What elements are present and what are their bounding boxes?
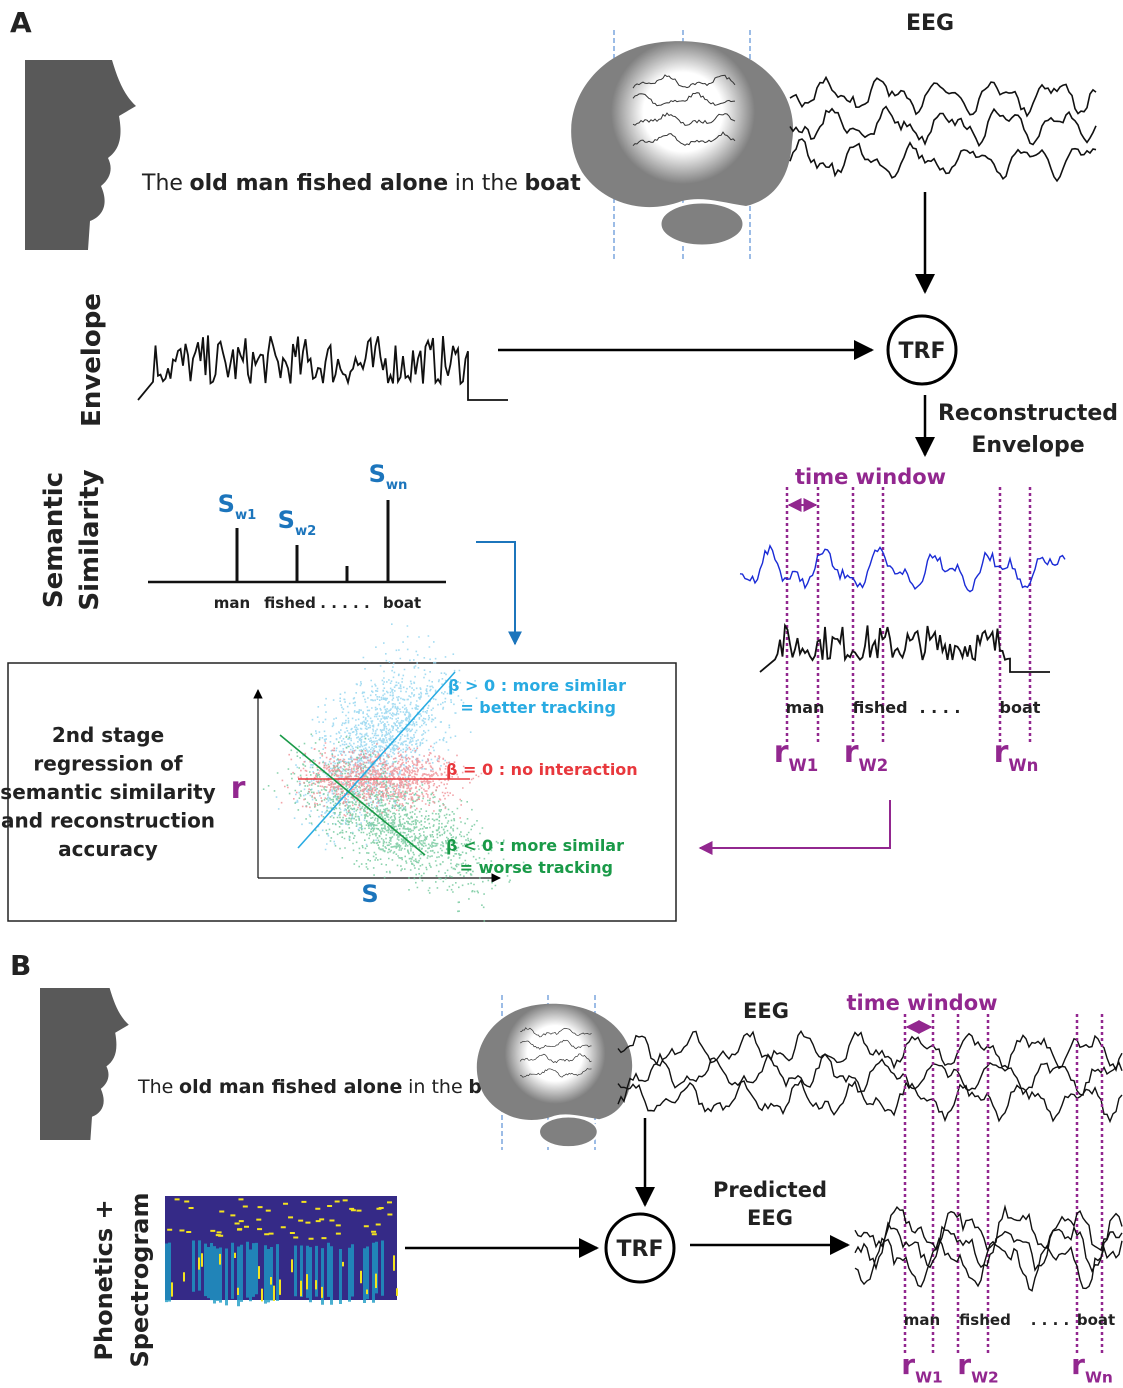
- speaker-face: [25, 60, 136, 250]
- symbol: r: [957, 1348, 971, 1381]
- subscript-label: rW1: [901, 1348, 943, 1386]
- subscript: W1: [789, 756, 819, 775]
- label: Envelope: [77, 293, 107, 427]
- label: Semantic: [39, 472, 69, 608]
- eeg-trace: [618, 1054, 1122, 1095]
- label: . . . .: [919, 698, 960, 717]
- label: 2nd stage: [52, 723, 164, 747]
- label: Envelope: [971, 433, 1084, 458]
- subscript: W2: [859, 756, 889, 775]
- predicted-trace: [855, 1239, 1122, 1291]
- sentence-part: The: [137, 1076, 173, 1098]
- eeg-trace: [618, 1031, 1122, 1070]
- subscript: wn: [386, 478, 408, 493]
- subscript-label: Swn: [369, 460, 408, 493]
- subscript-label: rW2: [957, 1348, 999, 1386]
- label: man: [786, 698, 825, 717]
- sentence-part: in the: [408, 1076, 463, 1098]
- label: fished: [959, 1311, 1011, 1329]
- label: . . . .: [1031, 1311, 1069, 1329]
- label: accuracy: [58, 837, 158, 861]
- cerebellum: [660, 202, 744, 246]
- label: and reconstruction: [1, 809, 215, 833]
- eeg-trace: [790, 107, 1096, 146]
- label: boat: [383, 594, 421, 612]
- label: boat: [1077, 1311, 1115, 1329]
- label: EEG: [747, 1206, 793, 1230]
- symbol: r: [994, 735, 1009, 770]
- symbol: r: [901, 1348, 915, 1381]
- sentence-part: in the: [455, 171, 518, 196]
- label: Reconstructed: [938, 401, 1118, 426]
- sentence-part: old man fished alone: [190, 171, 449, 196]
- label: regression of: [33, 752, 183, 776]
- subscript: Wn: [1085, 1368, 1113, 1386]
- annotation: = worse tracking: [460, 858, 613, 877]
- annotation: = better tracking: [460, 698, 616, 717]
- subscript-label: rW1: [774, 735, 818, 775]
- label: Predicted: [713, 1178, 827, 1202]
- label: Spectrogram: [126, 1193, 154, 1368]
- subscript: w2: [295, 524, 316, 539]
- glow: [611, 40, 755, 184]
- label: TRF: [617, 1237, 664, 1262]
- label: A: [10, 6, 32, 39]
- cerebellum: [539, 1116, 598, 1147]
- bracket-arrow: [476, 542, 515, 644]
- label: man: [214, 594, 250, 612]
- subscript-label: Sw1: [218, 490, 257, 523]
- annotation: β > 0 : more similar: [448, 676, 626, 695]
- subscript-label: rWn: [1071, 1348, 1113, 1386]
- label: B: [10, 949, 31, 982]
- envelope-trace: [760, 626, 1050, 673]
- subscript: W2: [971, 1368, 999, 1386]
- symbol: S: [369, 460, 386, 488]
- label: fished: [264, 594, 316, 612]
- figure: ATheold man fished alonein theboatEEGTRF…: [0, 0, 1123, 1388]
- label: EEG: [906, 11, 954, 36]
- reconstructed-trace: [740, 546, 1065, 592]
- envelope-trace: [138, 335, 508, 400]
- brain: [571, 40, 793, 246]
- label: fished: [852, 698, 907, 717]
- label: EEG: [743, 999, 789, 1023]
- scatter-cloud: [276, 623, 478, 850]
- subscript-label: rW2: [844, 735, 888, 775]
- subscript-label: rWn: [994, 735, 1039, 775]
- label: man: [904, 1311, 940, 1329]
- annotation: β = 0 : no interaction: [446, 760, 638, 779]
- subscript-label: Sw2: [278, 506, 317, 539]
- symbol: S: [218, 490, 235, 518]
- label: boat: [1000, 698, 1041, 717]
- label: Phonetics +: [90, 1199, 118, 1360]
- bracket-arrow: [700, 800, 890, 848]
- subscript: W1: [915, 1368, 943, 1386]
- label: . . . . .: [320, 594, 369, 612]
- label: S: [361, 880, 378, 908]
- speaker-face: [40, 988, 129, 1140]
- sentence-part: The: [141, 171, 183, 196]
- label: time window: [846, 991, 997, 1015]
- sentence-part: old man fished alone: [179, 1076, 402, 1098]
- label: r: [231, 771, 246, 806]
- sentence-part: boat: [525, 171, 582, 196]
- symbol: S: [278, 506, 295, 534]
- eeg-trace: [790, 139, 1096, 181]
- label: semantic similarity: [0, 780, 215, 804]
- symbol: r: [1071, 1348, 1085, 1381]
- subscript: Wn: [1008, 756, 1038, 775]
- annotation: β < 0 : more similar: [446, 836, 624, 855]
- glow: [505, 1003, 606, 1104]
- subscript: w1: [235, 508, 256, 523]
- label: TRF: [899, 339, 946, 364]
- eeg-trace: [790, 78, 1096, 116]
- label: time window: [795, 465, 946, 489]
- eeg-trace: [618, 1080, 1122, 1121]
- symbol: r: [774, 735, 789, 770]
- label: Similarity: [75, 469, 105, 610]
- brain: [477, 1003, 632, 1147]
- symbol: r: [844, 735, 859, 770]
